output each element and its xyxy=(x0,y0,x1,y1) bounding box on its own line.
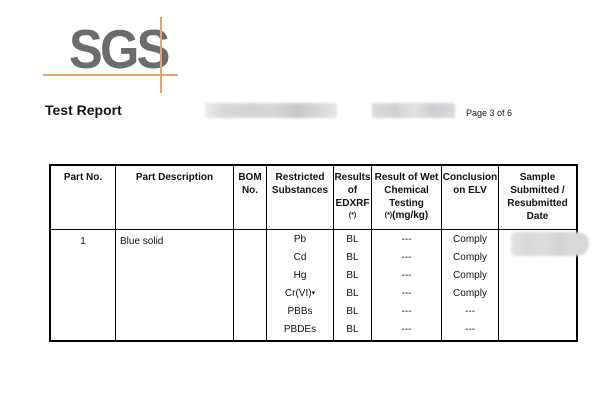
redacted-report-info-block xyxy=(372,103,455,118)
header-wet-chemical-text: Result of Wet Chemical Testing xyxy=(374,172,439,209)
substance-label: Cd xyxy=(293,252,307,263)
cell-wet-chemical-results: --- --- --- --- --- --- xyxy=(371,230,441,340)
wet-chemical-unit: (mg/kg) xyxy=(392,210,429,221)
cell-restricted-substances: Pb Cd Hg Cr(VI)▾ PBBs PBDEs xyxy=(266,230,333,340)
edxrf-result: BL xyxy=(346,324,359,335)
wet-chemical-footnote-marker: (*) xyxy=(384,212,393,219)
elv-conclusion: Comply xyxy=(453,288,487,299)
cell-part-no: 1 xyxy=(80,236,86,247)
logo-crosshair-horizontal-line xyxy=(43,74,178,76)
edxrf-result: BL xyxy=(346,252,359,263)
substance-label: Cr(VI) xyxy=(284,288,312,299)
header-wet-chemical: Result of Wet Chemical Testing (*)(mg/kg… xyxy=(371,166,441,229)
substance-label: Hg xyxy=(293,270,307,281)
redacted-report-number-block xyxy=(205,103,337,118)
cell-sample-date xyxy=(498,230,589,340)
header-part-no: Part No. xyxy=(63,172,103,183)
substance-label: PBDEs xyxy=(283,324,317,335)
header-bom-no: BOM No. xyxy=(233,166,266,229)
header-sample-date: Sample Submitted / Resubmitted Date xyxy=(498,166,576,229)
header-results-edxrf: Results of EDXRF (*) xyxy=(333,166,371,229)
substance-label: Pb xyxy=(293,234,307,245)
header-restricted-substances: Restricted Substances xyxy=(266,166,333,229)
edxrf-result: BL xyxy=(346,288,359,299)
substance-name: Cr(VI)▾ xyxy=(267,285,333,303)
edxrf-footnote-marker: (*) xyxy=(348,212,357,219)
elv-conclusion: Comply xyxy=(453,270,487,281)
header-part-description: Part Description xyxy=(115,166,233,229)
substance-name: Pb xyxy=(267,231,333,249)
header-results-edxrf-text: Results of EDXRF xyxy=(334,172,371,209)
wet-result: --- xyxy=(401,306,412,317)
wet-result: --- xyxy=(401,324,412,335)
wet-result: --- xyxy=(401,288,412,299)
cell-edxrf-results: BL BL BL BL BL BL xyxy=(333,230,371,340)
report-title: Test Report xyxy=(45,102,122,118)
logo-crosshair-vertical-line xyxy=(160,17,162,93)
cell-bom-no xyxy=(233,230,266,340)
cell-part-description: Blue solid xyxy=(115,230,233,340)
substance-name: PBBs xyxy=(267,303,333,321)
substance-marker: ▾ xyxy=(311,290,316,297)
header-conclusion-elv: Conclusion on ELV xyxy=(441,166,498,229)
substance-label: PBBs xyxy=(287,306,313,317)
wet-result: --- xyxy=(401,252,412,263)
redacted-sample-date-block xyxy=(511,232,589,256)
elv-conclusion: --- xyxy=(465,324,475,335)
edxrf-result: BL xyxy=(346,270,359,281)
elv-conclusion: --- xyxy=(465,306,475,317)
wet-result: --- xyxy=(401,234,412,245)
edxrf-result: BL xyxy=(346,306,359,317)
wet-result: --- xyxy=(401,270,412,281)
wet-chemical-unit-line: (*)(mg/kg) xyxy=(372,210,441,221)
page-indicator: Page 3 of 6 xyxy=(466,108,513,118)
substance-name: PBDEs xyxy=(267,321,333,339)
table-header-row: Part No. Part Description BOM No. Restri… xyxy=(51,166,576,230)
substance-name: Hg xyxy=(267,267,333,285)
elv-conclusion: Comply xyxy=(453,252,487,263)
substance-name: Cd xyxy=(267,249,333,267)
elv-conclusion: Comply xyxy=(453,234,487,245)
test-results-table: Part No. Part Description BOM No. Restri… xyxy=(49,164,589,342)
sgs-logo: SGS xyxy=(69,18,170,80)
cell-elv-conclusions: Comply Comply Comply Comply --- --- xyxy=(441,230,498,340)
table-data-row: 1 Blue solid Pb Cd Hg Cr(VI)▾ PBBs PBDEs… xyxy=(51,230,589,340)
edxrf-result: BL xyxy=(346,234,359,245)
